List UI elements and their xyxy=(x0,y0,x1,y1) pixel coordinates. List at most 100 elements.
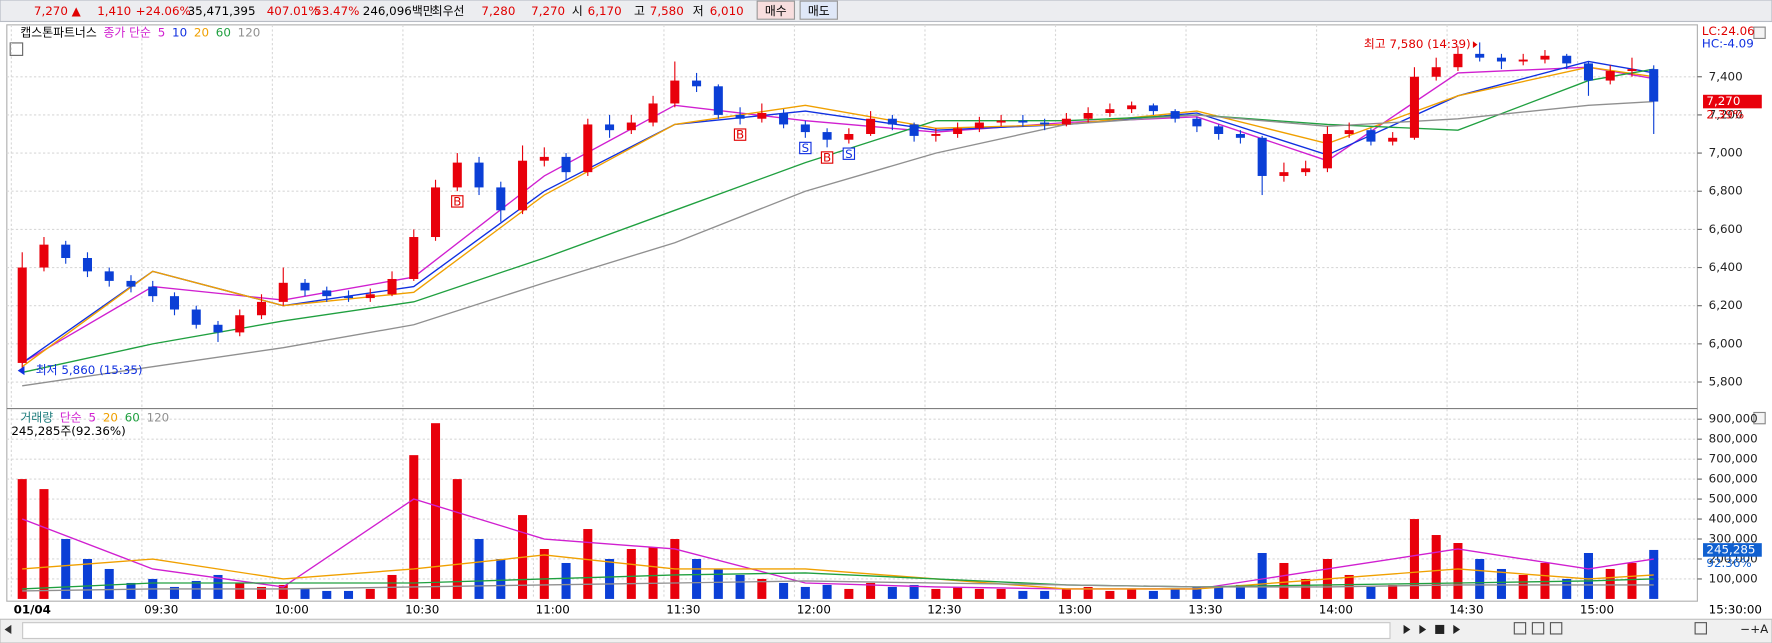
volume-bar xyxy=(626,549,636,599)
volume-bar xyxy=(61,539,71,599)
y-tick-label: 5,800 xyxy=(1709,375,1743,389)
volume-bar xyxy=(39,489,49,599)
legend-entry: 5 xyxy=(89,411,97,425)
icon[interactable] xyxy=(1549,622,1563,635)
y-tick-label: 600,000 xyxy=(1709,472,1758,486)
volume-bar xyxy=(735,574,745,599)
volume-bar xyxy=(1192,586,1202,599)
candle-body xyxy=(1040,122,1050,125)
candle-body xyxy=(953,128,963,134)
legend-entry: 20 xyxy=(194,25,209,39)
candle-body xyxy=(1235,133,1245,138)
icon[interactable] xyxy=(1694,622,1707,635)
nav-end[interactable] xyxy=(1419,624,1427,634)
candle-body xyxy=(996,120,1006,123)
icon[interactable] xyxy=(1513,622,1527,635)
candle-body xyxy=(82,258,92,272)
candle-body xyxy=(909,124,919,136)
candle-body xyxy=(496,187,506,211)
candle-body xyxy=(452,162,462,188)
x-tick-label: 12:30 xyxy=(927,603,961,617)
panel-button[interactable] xyxy=(1753,26,1766,39)
volume-bar xyxy=(1301,578,1311,599)
volume-bar xyxy=(605,558,615,599)
toolbar-value: 35,471,395 xyxy=(188,4,256,18)
nav-next[interactable] xyxy=(1403,624,1411,634)
signal-marker xyxy=(842,147,856,160)
volume-bar xyxy=(887,586,897,599)
nav-stop[interactable] xyxy=(1435,624,1445,634)
volume-bar xyxy=(1518,574,1528,599)
volume-subtitle: 245,285주(92.36%) xyxy=(11,424,125,438)
legend-entry: 캡스톤파트너스 xyxy=(20,25,96,39)
candle-body xyxy=(539,156,549,161)
annotation-arrow xyxy=(1472,41,1478,49)
nav-buttons: −+A xyxy=(1403,622,1769,636)
x-tick-label: 10:00 xyxy=(275,603,309,617)
candle-body xyxy=(1214,126,1224,134)
scroll-left[interactable] xyxy=(4,624,12,634)
volume-bar xyxy=(1105,590,1115,599)
panel-button[interactable] xyxy=(1753,411,1766,425)
y-tick-label: 6,600 xyxy=(1709,222,1743,236)
trade-button-label[interactable]: 매도 xyxy=(808,4,830,18)
toolbar-value: 1,410 xyxy=(97,4,131,18)
x-tick-label: 01/04 xyxy=(14,603,51,617)
candle-body xyxy=(1496,57,1506,62)
legend-entry: 단순 xyxy=(60,411,82,425)
scroll-track[interactable] xyxy=(22,622,1391,640)
candle-body xyxy=(779,113,789,125)
candle-body xyxy=(126,280,136,287)
volume-bar xyxy=(866,582,876,599)
legend-entry: 60 xyxy=(216,25,231,39)
candle-body xyxy=(561,156,571,173)
ma-line xyxy=(22,580,1654,592)
toolbar-value: 7,270 ▲ xyxy=(34,4,82,18)
toolbar-value: 246,096백만 xyxy=(363,4,434,18)
y-tick-label: 6,200 xyxy=(1709,298,1743,312)
y-tick-label: 900,000 xyxy=(1709,412,1758,426)
candle-body xyxy=(1083,113,1093,119)
annotation-arrow xyxy=(17,366,25,376)
grid-icon[interactable] xyxy=(9,42,24,56)
candle-body xyxy=(235,315,245,333)
candle-body xyxy=(1018,120,1028,123)
volume-bar xyxy=(1409,519,1419,599)
trade-button-label[interactable]: 매수 xyxy=(765,4,787,18)
volume-bar xyxy=(82,558,92,599)
volume-bar xyxy=(692,558,702,599)
trade-button[interactable] xyxy=(756,0,796,20)
toolbar-value: 시 xyxy=(572,4,583,18)
scroll-icons xyxy=(1513,622,1707,635)
ma-line xyxy=(22,554,1654,590)
price-label: 7,270 xyxy=(1706,94,1740,108)
icon[interactable] xyxy=(1531,622,1545,635)
y-tick-label: 700,000 xyxy=(1709,452,1758,466)
volume-bar xyxy=(953,586,963,599)
legend-entry: 10 xyxy=(172,25,187,39)
hc-label: HC:-4.09 xyxy=(1702,37,1754,51)
volume-bar xyxy=(1366,586,1376,599)
y-tick-label: 800,000 xyxy=(1709,432,1758,446)
candle-body xyxy=(1518,59,1528,62)
plot-frame xyxy=(6,24,1698,602)
candle-body xyxy=(278,282,288,302)
zoom-controls[interactable]: −+A xyxy=(1740,622,1769,636)
y-tick-label: 7,000 xyxy=(1709,146,1743,160)
volume-bar xyxy=(1431,535,1441,599)
candle-body xyxy=(1409,76,1419,138)
volume-bar xyxy=(1605,568,1615,599)
volume-bar xyxy=(496,558,506,599)
candle-body xyxy=(474,162,484,188)
x-tick-label: 15:00 xyxy=(1580,603,1614,617)
candle-body xyxy=(1475,53,1485,58)
candle-body xyxy=(1105,109,1115,114)
trade-button[interactable] xyxy=(799,0,838,20)
signal-label: B xyxy=(736,128,744,142)
y-tick-label: 400,000 xyxy=(1709,512,1758,526)
toolbar-value: +24.06% xyxy=(136,4,191,18)
volume-bar xyxy=(974,588,984,599)
volume-bar xyxy=(1148,590,1158,599)
nav-play[interactable] xyxy=(1453,624,1461,634)
